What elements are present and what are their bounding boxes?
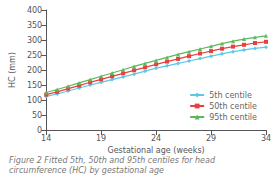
svg-text:300: 300 [27,36,42,45]
svg-text:50: 50 [32,111,42,120]
svg-text:95th centile: 95th centile [209,113,257,122]
svg-text:14: 14 [41,134,51,143]
svg-text:29: 29 [206,134,216,143]
svg-text:circumference (HC) by gestatio: circumference (HC) by gestational age [9,166,164,175]
svg-text:5th centile: 5th centile [209,91,252,100]
svg-text:19: 19 [96,134,106,143]
svg-text:34: 34 [261,134,271,143]
svg-text:150: 150 [27,81,42,90]
svg-text:200: 200 [27,66,42,75]
svg-text:Gestational age (weeks): Gestational age (weeks) [107,146,204,155]
svg-text:350: 350 [27,21,42,30]
svg-text:24: 24 [151,134,161,143]
svg-text:400: 400 [27,6,42,15]
svg-text:HC (mm): HC (mm) [8,52,17,88]
svg-text:100: 100 [27,96,42,105]
svg-text:50th centile: 50th centile [209,102,257,111]
svg-text:0: 0 [37,125,43,135]
svg-text:250: 250 [27,51,42,60]
svg-text:Figure 2 Fitted 5th, 50th and: Figure 2 Fitted 5th, 50th and 95th centi… [9,156,218,165]
